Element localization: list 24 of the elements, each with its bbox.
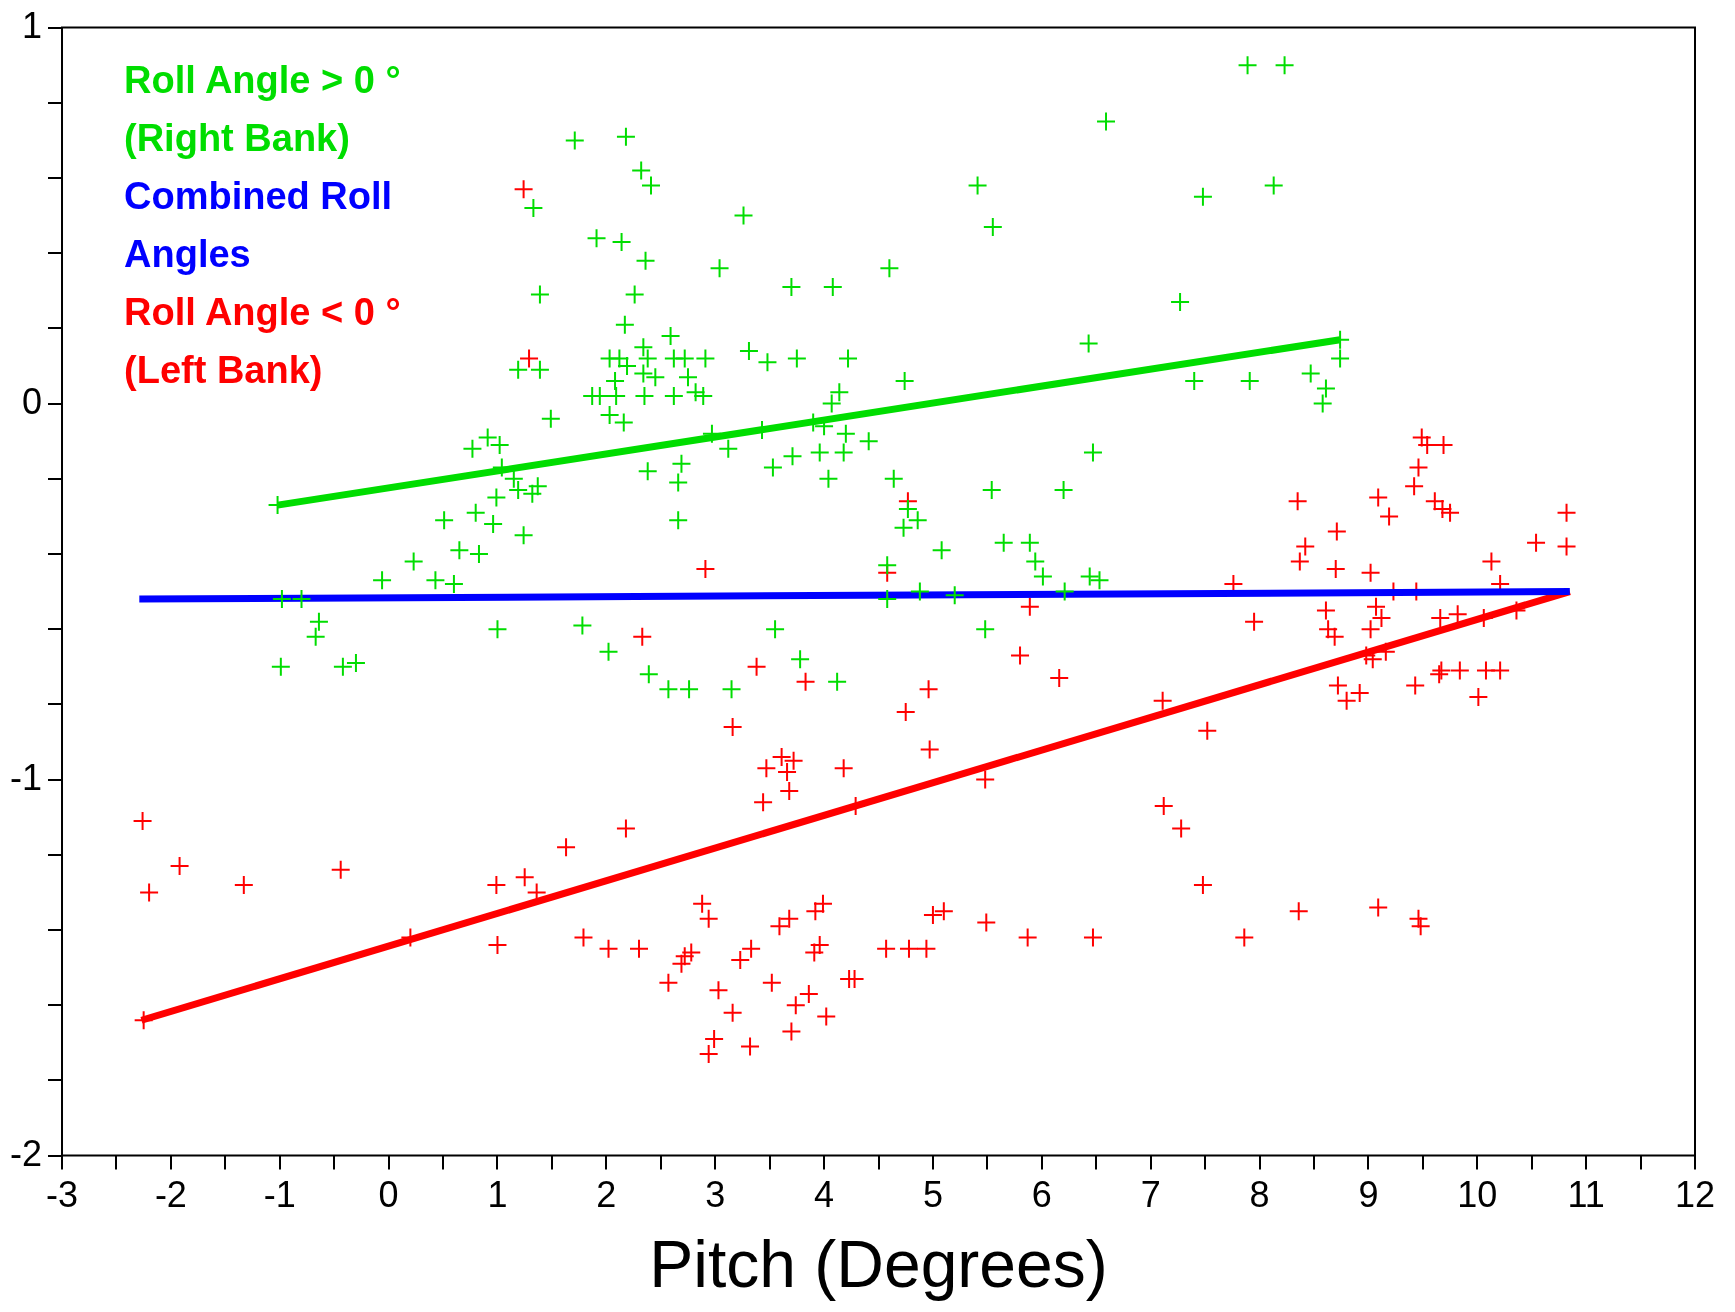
x-tick-label: 12 — [1674, 1174, 1716, 1216]
y-tick-label: -2 — [9, 1132, 43, 1174]
x-tick-label: 10 — [1457, 1174, 1498, 1216]
x-tick-label: -1 — [263, 1174, 296, 1216]
x-tick-label: 0 — [378, 1174, 399, 1216]
y-tick-label: 1 — [21, 4, 43, 46]
text: Roll Angle < 0 ° (Left Bank) — [124, 291, 401, 392]
x-tick-label: 5 — [922, 1174, 943, 1216]
x-tick-label: 8 — [1249, 1174, 1270, 1216]
text: Roll Angle > 0 ° (Right Bank) — [124, 59, 401, 160]
x-tick-label: 1 — [487, 1174, 508, 1216]
x-tick-label: 11 — [1567, 1174, 1605, 1216]
x-tick-label: 3 — [705, 1174, 726, 1216]
x-axis-title: Pitch (Degrees) — [649, 1226, 1108, 1301]
y-tick-label: 0 — [21, 380, 43, 422]
x-tick-label: 4 — [814, 1174, 835, 1216]
y-tick-label: -1 — [9, 756, 43, 798]
x-tick-label: 2 — [596, 1174, 617, 1216]
x-tick-label: 7 — [1140, 1174, 1161, 1216]
text: Combined Roll Angles — [124, 175, 393, 276]
x-tick-label: 6 — [1031, 1174, 1052, 1216]
x-tick-label: -3 — [46, 1174, 79, 1216]
x-tick-label: 9 — [1358, 1174, 1379, 1216]
x-tick-label: -2 — [154, 1174, 187, 1216]
